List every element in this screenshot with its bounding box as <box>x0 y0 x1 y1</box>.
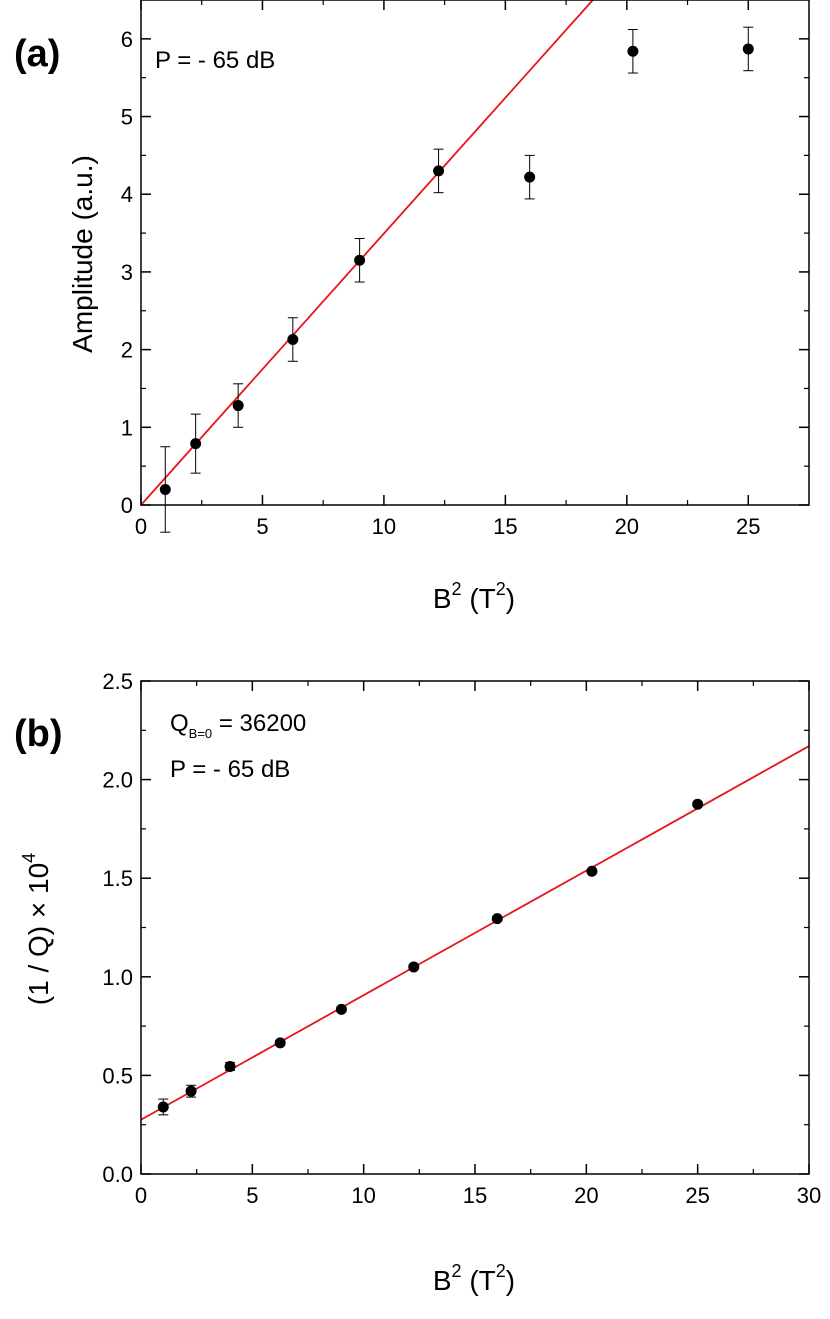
panel-a-y-tick-label: 0 <box>121 493 133 518</box>
panel-b-points <box>157 798 704 1113</box>
panel-a-data-point <box>159 483 171 495</box>
panel-b-q-annotation-main: Q <box>170 710 189 737</box>
panel-b-x-tick-label: 20 <box>574 1183 598 1208</box>
panel-b: (b) QB=0 = 36200 P = - 65 dB (1 / Q) × 1… <box>14 669 821 1296</box>
panel-a-x-axis-title-base: B <box>433 583 452 614</box>
panel-a: (a) P = - 65 dB Amplitude (a.u.) B2 (T2)… <box>14 0 810 614</box>
panel-b-label: (b) <box>14 713 63 755</box>
panel-a-x-axis-title-close: ) <box>506 583 515 614</box>
panel-b-q-annotation-sub: B=0 <box>189 726 213 741</box>
panel-b-y-tick-label: 0.0 <box>102 1162 133 1187</box>
panel-b-data-point <box>224 1061 236 1073</box>
panel-b-fit-line <box>140 745 810 1121</box>
panel-a-data-point <box>742 43 754 55</box>
panel-b-ticks <box>140 680 810 1175</box>
panel-a-x-axis-title-unit-sup: 2 <box>496 579 506 599</box>
panel-a-x-tick-label: 20 <box>615 514 639 539</box>
panel-a-data-point <box>232 400 244 412</box>
panel-a-y-tick-label: 2 <box>121 338 133 363</box>
panel-a-y-axis-title: Amplitude (a.u.) <box>67 155 98 353</box>
panel-a-x-axis-title-unit: (T <box>462 583 496 614</box>
panel-a-y-tick-label: 3 <box>121 260 133 285</box>
panel-a-fit-line <box>140 0 594 506</box>
panel-a-y-tick-label: 6 <box>121 27 133 52</box>
panel-a-fit-group <box>140 0 594 506</box>
panel-b-q-annotation: QB=0 = 36200 <box>170 710 306 741</box>
panel-b-x-axis-title-close: ) <box>506 1265 515 1296</box>
panel-a-ticks <box>140 0 809 506</box>
panel-b-tick-labels: 0 5 10 15 20 25 30 0.0 0.5 1.0 1.5 2.0 2.5 <box>102 669 821 1208</box>
panel-b-x-tick-label: 15 <box>463 1183 487 1208</box>
panel-b-y-axis-title-sup: 4 <box>19 853 39 863</box>
panel-a-x-axis-title-sup: 2 <box>452 579 462 599</box>
panel-a-plot-frame <box>140 0 810 506</box>
panel-b-y-tick-label: 2.5 <box>102 669 133 694</box>
panel-a-y-tick-label: 4 <box>121 182 133 207</box>
panel-a-power-annotation: P = - 65 dB <box>155 47 275 74</box>
panel-b-data-point <box>274 1037 286 1049</box>
panel-b-data-point <box>692 798 704 810</box>
panel-b-x-tick-label: 10 <box>351 1183 375 1208</box>
panel-b-data-point <box>335 1003 347 1015</box>
panel-b-x-axis-title: B2 (T2) <box>433 1261 515 1296</box>
panel-b-x-tick-label: 25 <box>685 1183 709 1208</box>
panel-a-y-tick-label: 1 <box>121 415 133 440</box>
panel-a-x-axis-title: B2 (T2) <box>433 579 515 614</box>
panel-b-data-point <box>185 1085 197 1097</box>
panel-a-y-tick-label: 5 <box>121 105 133 130</box>
panel-a-data-point <box>190 438 202 450</box>
panel-a-errorbars <box>160 26 754 533</box>
panel-b-y-axis-title: (1 / Q) × 104 <box>19 853 54 1005</box>
panel-b-y-tick-label: 0.5 <box>102 1063 133 1088</box>
panel-b-data-point <box>491 913 503 925</box>
panel-b-y-tick-label: 1.5 <box>102 866 133 891</box>
panel-b-y-tick-label: 1.0 <box>102 965 133 990</box>
panel-a-x-tick-label: 25 <box>736 514 760 539</box>
panel-b-data-point <box>408 961 420 973</box>
panel-a-x-tick-label: 5 <box>256 514 268 539</box>
panel-b-power-annotation: P = - 65 dB <box>170 756 290 783</box>
panel-b-q-annotation-value: = 36200 <box>212 710 306 737</box>
panel-b-plot-frame <box>140 680 810 1175</box>
panel-a-x-tick-label: 10 <box>372 514 396 539</box>
panel-b-x-tick-label: 5 <box>246 1183 258 1208</box>
panel-a-tick-labels: 0 5 10 15 20 25 0 1 2 3 4 5 6 <box>121 27 761 539</box>
panel-b-data-point <box>157 1101 169 1113</box>
panel-a-x-tick-label: 0 <box>135 514 147 539</box>
panel-b-y-axis-title-main: (1 / Q) × 10 <box>23 863 54 1005</box>
panel-b-x-axis-title-sup: 2 <box>452 1261 462 1281</box>
panel-a-data-point <box>627 45 639 57</box>
panel-b-x-axis-title-base: B <box>433 1265 452 1296</box>
panel-b-x-axis-title-unit: (T <box>462 1265 496 1296</box>
panel-a-data-point <box>287 334 299 346</box>
panel-b-x-axis-title-unit-sup: 2 <box>496 1261 506 1281</box>
panel-b-x-tick-label: 0 <box>135 1183 147 1208</box>
panel-b-fit-group <box>140 745 810 1121</box>
panel-a-data-point <box>354 254 366 266</box>
panel-b-y-tick-label: 2.0 <box>102 768 133 793</box>
panel-a-data-point <box>433 165 445 177</box>
panel-b-data-point <box>586 865 598 877</box>
panel-a-x-tick-label: 15 <box>493 514 517 539</box>
panel-a-label: (a) <box>14 33 60 75</box>
panel-b-x-tick-label: 30 <box>797 1183 821 1208</box>
panel-a-points <box>159 43 754 495</box>
panel-a-data-point <box>524 171 536 183</box>
